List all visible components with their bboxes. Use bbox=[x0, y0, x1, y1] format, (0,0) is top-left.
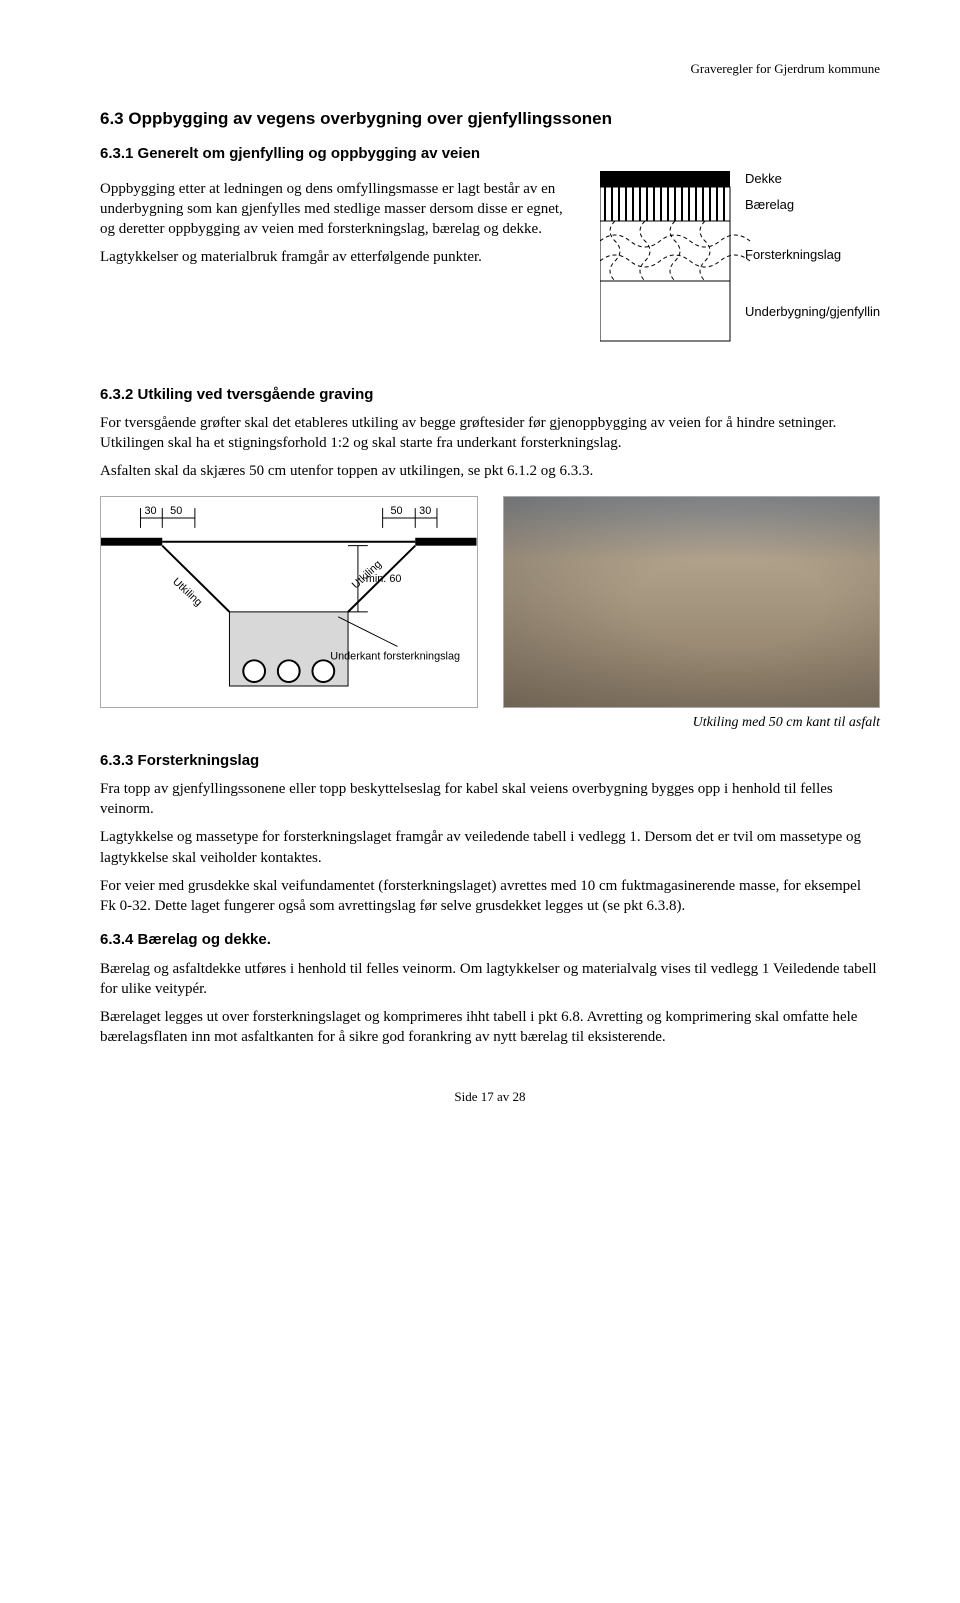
utkiling-caption: Utkiling med 50 cm kant til asfalt bbox=[100, 714, 880, 733]
header-right: Graveregler for Gjerdrum kommune bbox=[100, 60, 880, 78]
para-6-3-2-b: Asfalten skal da skjæres 50 cm utenfor t… bbox=[100, 461, 880, 481]
heading-6-3-3: 6.3.3 Forsterkningslag bbox=[100, 751, 880, 771]
svg-text:30: 30 bbox=[144, 505, 156, 517]
para-6-3-4-b: Bærelaget legges ut over forsterkningsla… bbox=[100, 1007, 880, 1048]
para-6-3-3-b: Lagtykkelse og massetype for forsterknin… bbox=[100, 827, 880, 868]
heading-6-3-1: 6.3.1 Generelt om gjenfylling og oppbygg… bbox=[100, 144, 880, 164]
para-6-3-2-a: For tversgående grøfter skal det etabler… bbox=[100, 413, 880, 454]
svg-text:Underkant forsterkningslag: Underkant forsterkningslag bbox=[330, 650, 460, 662]
para-6-3-3-a: Fra topp av gjenfyllingssonene eller top… bbox=[100, 779, 880, 820]
heading-6-3: 6.3 Oppbygging av vegens overbygning ove… bbox=[100, 108, 880, 131]
svg-text:50: 50 bbox=[391, 505, 403, 517]
svg-text:50: 50 bbox=[170, 505, 182, 517]
para-6-3-3-c: For veier med grusdekke skal veifundamen… bbox=[100, 876, 880, 917]
para-6-3-4-a: Bærelag og asfaltdekke utføres i henhold… bbox=[100, 959, 880, 1000]
para-6-3-1-b: Lagtykkelser og materialbruk framgår av … bbox=[100, 247, 570, 267]
layer-label-dekke: Dekke bbox=[745, 171, 782, 186]
heading-6-3-2: 6.3.2 Utkiling ved tversgående graving bbox=[100, 385, 880, 405]
svg-text:30: 30 bbox=[419, 505, 431, 517]
utkiling-photo bbox=[503, 496, 881, 708]
page-footer: Side 17 av 28 bbox=[100, 1088, 880, 1106]
section-6-3-1-row: Oppbygging etter at ledningen og dens om… bbox=[100, 171, 880, 371]
layer-label-baerelag: Bærelag bbox=[745, 197, 794, 212]
layer-label-forsterkning: Forsterkningslag bbox=[745, 247, 841, 262]
layer-label-underbygning: Underbygning/gjenfylling bbox=[745, 304, 880, 319]
utkiling-figures-row: 30 50 50 30 Utkiling Utkiling bbox=[100, 496, 880, 708]
trench-cross-section-figure: 30 50 50 30 Utkiling Utkiling bbox=[100, 496, 478, 708]
heading-6-3-4: 6.3.4 Bærelag og dekke. bbox=[100, 930, 880, 950]
para-6-3-1-a: Oppbygging etter at ledningen og dens om… bbox=[100, 179, 570, 240]
svg-text:min. 60: min. 60 bbox=[366, 573, 402, 585]
road-layers-figure: Dekke Bærelag Forsterkningslag Underbygn… bbox=[600, 171, 880, 371]
